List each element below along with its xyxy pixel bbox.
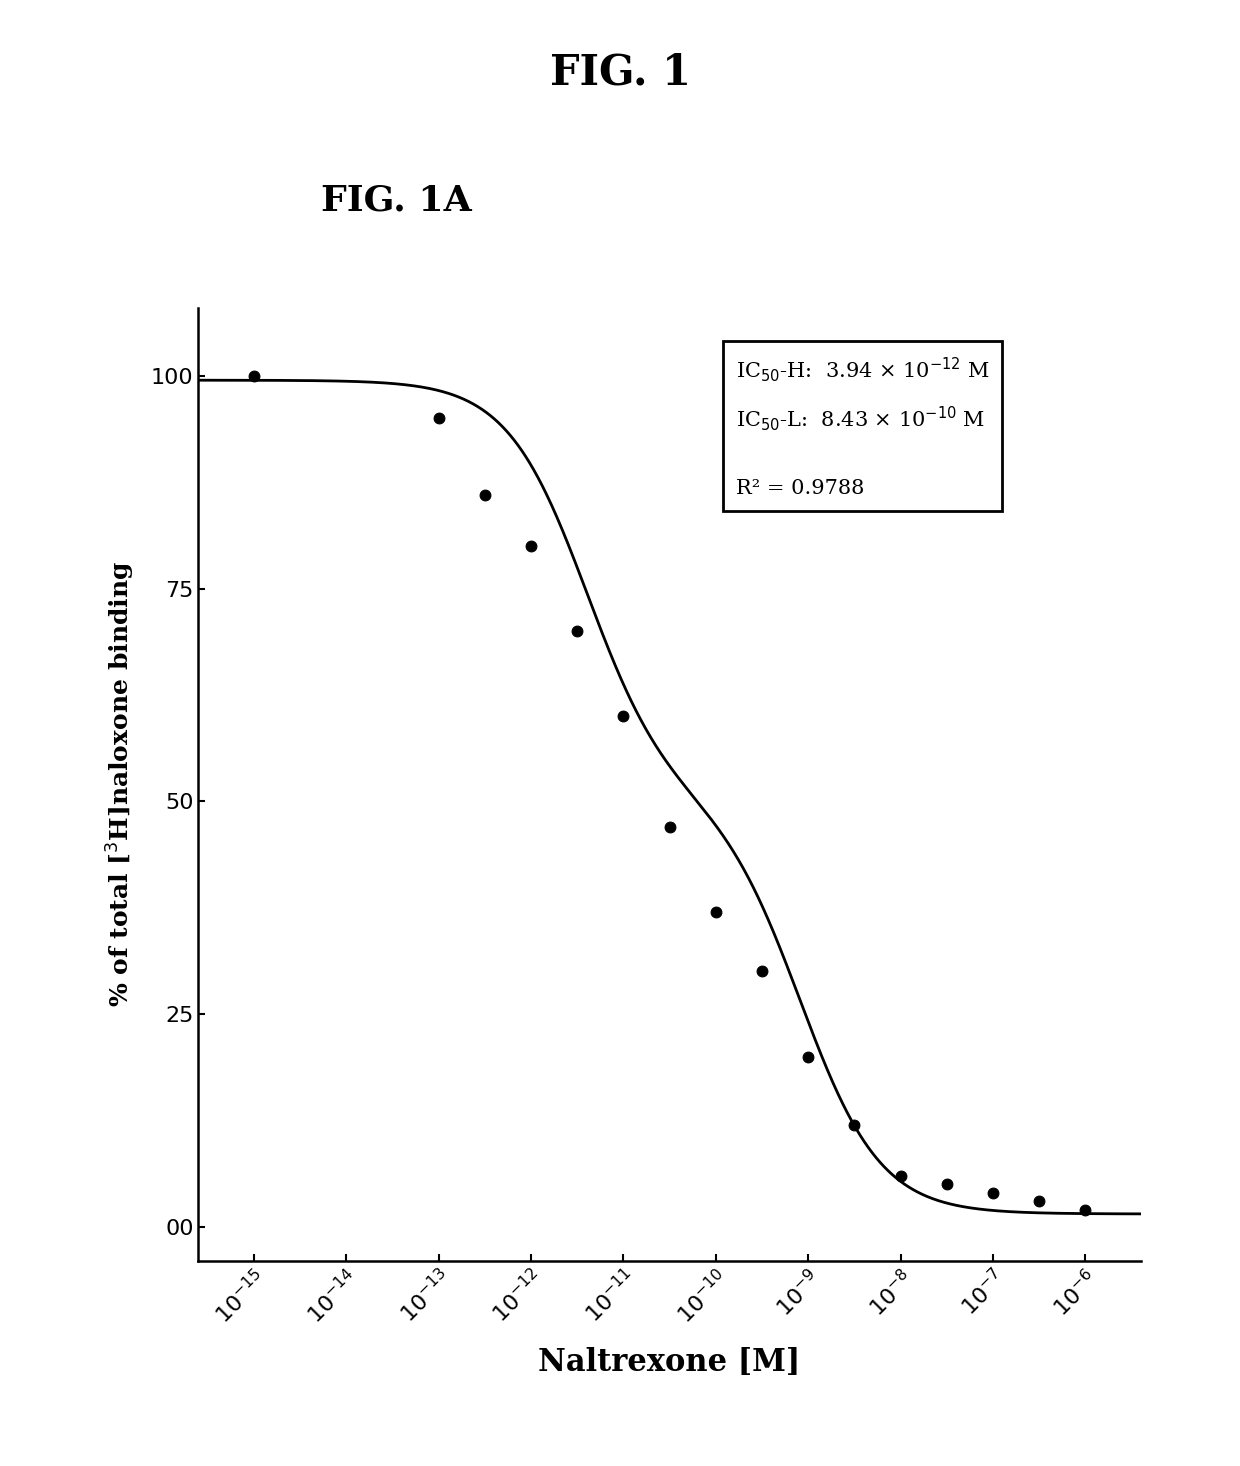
Point [799,1045,818,1069]
Point [614,705,634,729]
Text: FIG. 1A: FIG. 1A [321,183,472,217]
Point [844,1113,864,1136]
Text: FIG. 1: FIG. 1 [549,51,691,94]
Point [429,406,449,430]
Point [1075,1198,1095,1221]
Point [567,620,587,644]
X-axis label: Naltrexone [M]: Naltrexone [M] [538,1347,801,1378]
Text: IC$_{50}$-H:  3.94 × 10$^{-12}$ M
IC$_{50}$-L:  8.43 × 10$^{-10}$ M

R² = 0.9788: IC$_{50}$-H: 3.94 × 10$^{-12}$ M IC$_{50… [735,356,990,498]
Point [660,815,680,839]
Point [1029,1189,1049,1212]
Point [753,960,773,984]
Point [706,900,725,924]
Point [475,484,495,507]
Y-axis label: % of total [$^3$H]naloxone binding: % of total [$^3$H]naloxone binding [105,561,138,1007]
Point [890,1164,910,1187]
Point [244,364,264,387]
Point [937,1173,957,1196]
Point [521,535,541,559]
Point [983,1182,1003,1205]
